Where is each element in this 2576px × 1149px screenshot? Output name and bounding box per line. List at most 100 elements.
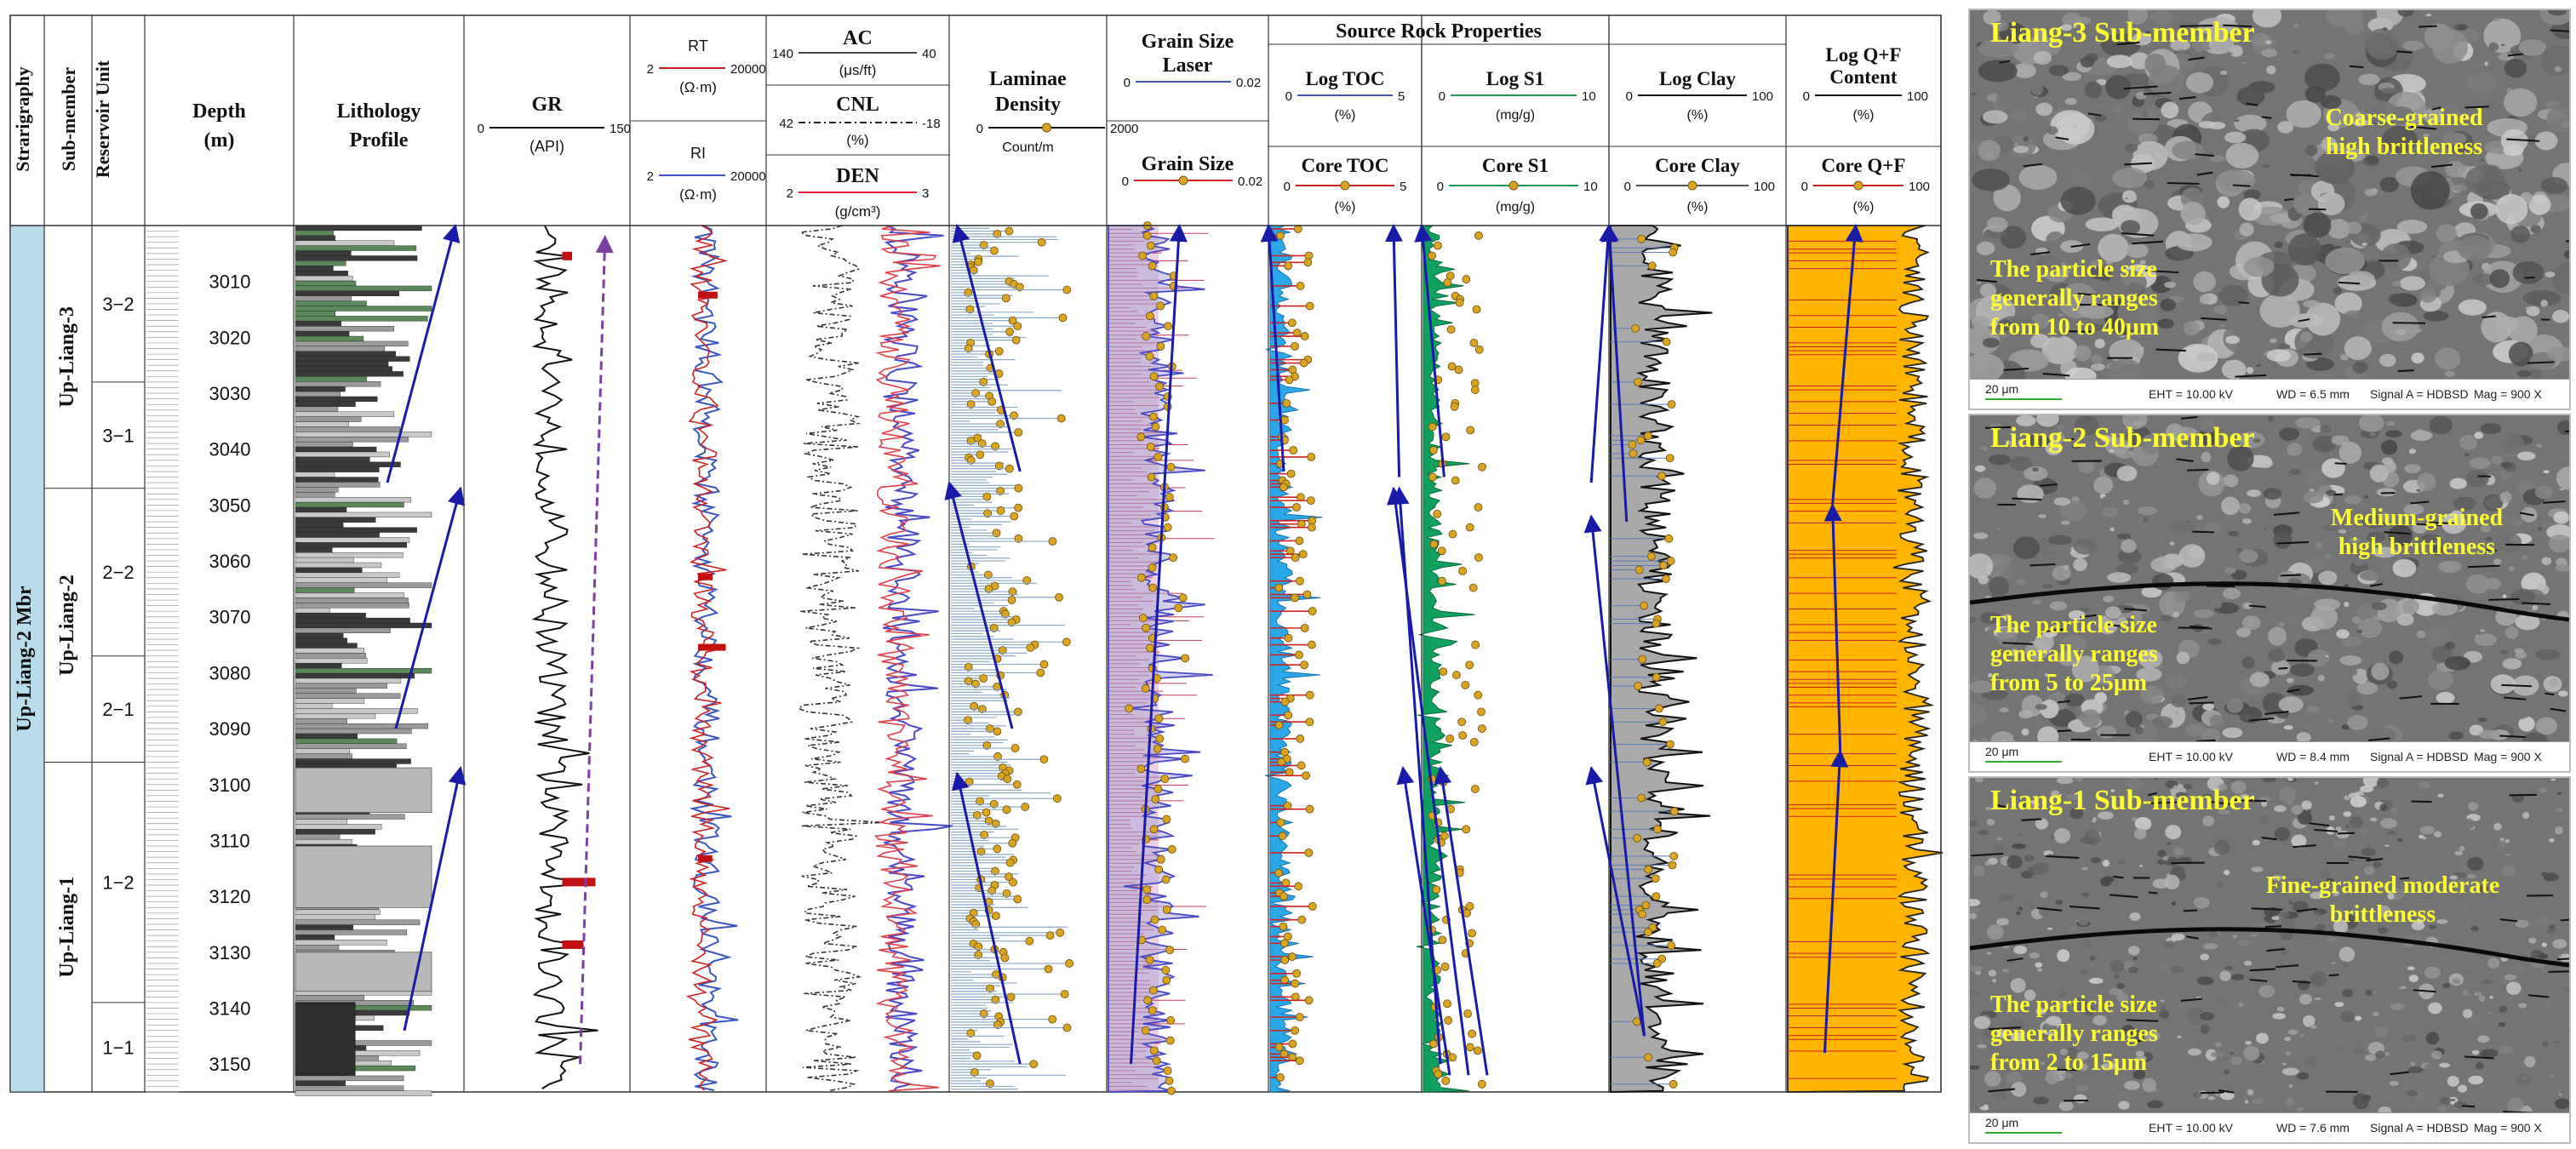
laminae-point	[1026, 643, 1035, 652]
sem-grain	[2479, 629, 2486, 632]
sem-grain	[2542, 1041, 2549, 1048]
sem-grain	[2046, 927, 2053, 930]
sem-grain	[2440, 877, 2444, 880]
grain-size-point	[1138, 614, 1148, 622]
core-clay-point	[1669, 1079, 1678, 1089]
laminae-point	[991, 995, 1000, 1004]
sem-pore	[2080, 614, 2097, 619]
sem-grain	[2136, 667, 2162, 682]
sem-grain	[2314, 997, 2321, 1001]
core-clay-point	[1668, 860, 1677, 870]
lithology-band	[295, 733, 358, 740]
laminae-point	[986, 724, 994, 733]
sem-grain	[2546, 928, 2557, 935]
sem-grain	[1988, 553, 2012, 567]
sem-grain	[2241, 518, 2253, 524]
lithology-band	[295, 250, 352, 256]
sem-grain	[2069, 1034, 2075, 1038]
core-s1-scale-marker	[1508, 180, 1519, 191]
laminae-scale-min: 0	[976, 122, 983, 136]
lithology-band	[295, 506, 347, 513]
log-qf-unit: (%)	[1853, 108, 1875, 123]
sem-grain	[2069, 807, 2084, 820]
sem-grain	[2274, 805, 2287, 813]
sem-grain	[2287, 443, 2303, 457]
sem-grain	[2420, 534, 2441, 544]
laminae-point	[1044, 964, 1053, 974]
sem-grain	[2242, 602, 2253, 610]
sem-grain	[2299, 1033, 2304, 1038]
sem-grain	[1972, 865, 1985, 877]
sem-grain	[2056, 113, 2095, 145]
sem-grain	[2307, 649, 2330, 667]
core-toc-point	[1295, 1013, 1304, 1021]
sem-grain	[2025, 900, 2035, 908]
ri-scale-max: 20000	[730, 169, 766, 184]
grain-size-point	[1163, 1066, 1172, 1075]
core-clay-point	[1637, 793, 1646, 803]
sem-grain	[2104, 606, 2121, 620]
sem-grain	[2397, 10, 2414, 17]
log-qf-scale-max: 100	[1907, 89, 1928, 104]
sem-grain	[2147, 1100, 2164, 1109]
sem-grain	[2071, 655, 2099, 683]
sem-label-line: high brittleness	[2325, 134, 2483, 160]
grain-size-point	[1148, 261, 1157, 271]
sem-pore	[2056, 1068, 2079, 1072]
laminae-point	[1060, 990, 1069, 998]
sem-grain	[2408, 975, 2419, 983]
scale-bar	[1985, 398, 2062, 400]
sem-grain	[2281, 1062, 2287, 1066]
sem-grain	[2132, 1070, 2146, 1080]
core-clay-point	[1637, 234, 1646, 243]
sem-size-line: from 10 to 40μm	[1990, 314, 2160, 340]
sem-grain	[2300, 725, 2310, 729]
sem-grain	[2199, 1011, 2215, 1020]
sem-grain	[1996, 837, 2003, 841]
sem-grain	[2226, 698, 2244, 713]
sem-grain	[1995, 911, 2010, 921]
sem-grain	[1973, 532, 1989, 540]
sem-grain	[1996, 917, 2009, 926]
sem-pore	[2397, 369, 2414, 373]
sem-grain	[2464, 164, 2505, 197]
sem-grain	[2384, 430, 2403, 437]
lithology-band	[295, 487, 339, 493]
laminae-point	[1002, 805, 1011, 815]
sem-grain	[2320, 425, 2332, 433]
sem-grain	[2160, 1004, 2167, 1011]
sem-grain	[2251, 1098, 2265, 1105]
sem-grain	[2499, 837, 2504, 842]
lithology-band	[295, 547, 333, 553]
sem-grain	[2502, 594, 2507, 598]
sem-grain	[2453, 184, 2468, 192]
grain-size-point	[1145, 312, 1154, 321]
sem-grain	[2157, 849, 2167, 858]
sem-grain	[2555, 1098, 2569, 1110]
sem-grain	[2315, 780, 2319, 786]
lithology-band	[295, 421, 349, 427]
sem-grain	[2166, 842, 2172, 845]
sem-pore	[2070, 243, 2091, 248]
sem-grain	[2047, 534, 2073, 546]
core-clay-point	[1651, 874, 1660, 883]
core-s1-point	[1474, 345, 1484, 354]
core-clay-point	[1644, 432, 1652, 440]
core-toc-point	[1284, 633, 1293, 643]
sem-grain	[2381, 457, 2394, 465]
sem-grain	[2442, 982, 2451, 989]
core-toc-point	[1300, 332, 1309, 340]
sem-grain	[2489, 269, 2510, 289]
sem-pore	[2366, 858, 2384, 862]
sem-pore	[2124, 608, 2148, 612]
lithology-band	[295, 426, 400, 432]
log-clay-header: Log Clay	[1659, 68, 1737, 89]
core-s1-point	[1468, 583, 1478, 592]
sem-label-line: high brittleness	[2338, 534, 2496, 560]
sem-grain	[2021, 728, 2029, 736]
sem-grain	[2464, 72, 2498, 93]
sem-grain	[2343, 811, 2352, 817]
sem-grain	[2209, 714, 2224, 729]
core-toc-point	[1304, 849, 1314, 857]
sem-grain	[2207, 964, 2224, 980]
